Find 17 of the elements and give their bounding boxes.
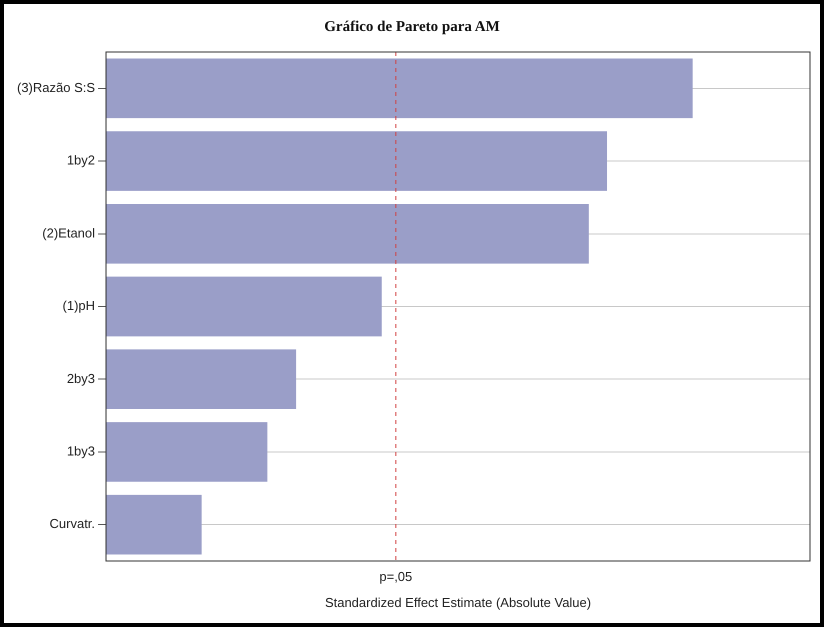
ref-line-label: p=,05: [379, 569, 412, 584]
y-tick-label: 1by3: [66, 444, 96, 459]
y-tick-label: Curvatr.: [50, 516, 96, 532]
bar: [106, 58, 693, 118]
x-axis-title: Standardized Effect Estimate (Absolute Value): [324, 595, 592, 610]
bar: [106, 276, 382, 336]
bar: [106, 349, 296, 410]
bar: [106, 494, 202, 554]
bar: [106, 422, 268, 482]
y-tick-label: 1by2: [66, 152, 96, 168]
chart-title: Gráfico de Pareto para AM: [324, 18, 500, 35]
y-tick-label: (1)pH: [62, 298, 96, 314]
y-tick-label: (3)Razão S:S: [16, 80, 96, 95]
y-tick-label: (2)Etanol: [42, 225, 96, 240]
y-tick-label: 2by3: [66, 370, 96, 386]
bar: [106, 131, 608, 191]
bar: [106, 204, 589, 264]
